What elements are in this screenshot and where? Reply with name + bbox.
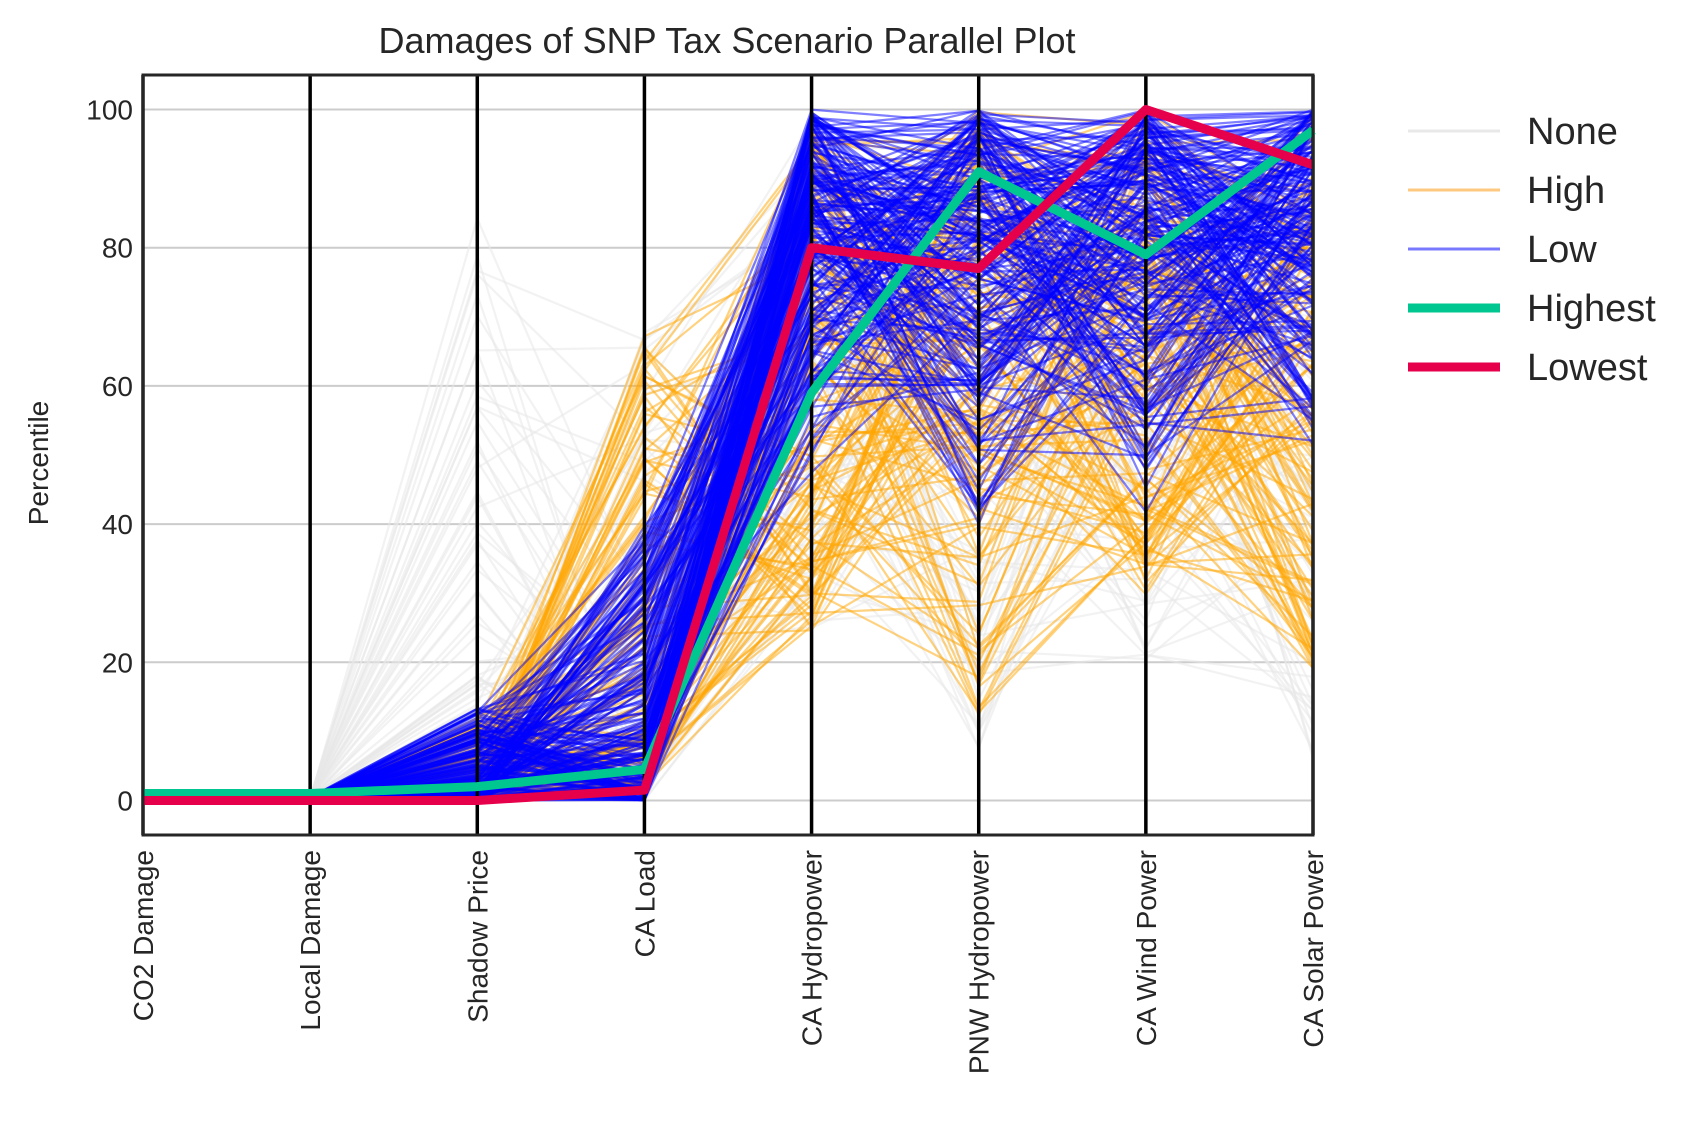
y-tick-label: 20 — [102, 647, 133, 678]
x-tick-label: CA Hydropower — [797, 850, 828, 1046]
y-tick-label: 60 — [102, 371, 133, 402]
y-tick-label: 100 — [86, 95, 133, 126]
highlight-series — [143, 105, 1316, 805]
y-tick-labels: 0 20 40 60 80 100 — [86, 95, 133, 817]
x-tick-label: Local Damage — [295, 850, 326, 1031]
legend-label: Lowest — [1527, 347, 1648, 389]
legend-label: None — [1527, 111, 1618, 153]
y-tick-label: 0 — [117, 785, 133, 816]
y-axis-label: Percentile — [23, 401, 54, 526]
series-highest — [143, 126, 1316, 798]
x-tick-label: CO2 Damage — [128, 850, 159, 1021]
legend: None High Low Highest Lowest — [1408, 111, 1656, 389]
x-tick-labels: CO2 Damage Local Damage Shadow Price CA Loa… — [128, 850, 1329, 1074]
legend-label: Highest — [1527, 288, 1656, 330]
legend-label: High — [1527, 170, 1605, 212]
plot-frame — [141, 73, 1315, 837]
background-lines — [142, 107, 1315, 805]
x-tick-label: Shadow Price — [462, 850, 493, 1023]
y-tick-label: 40 — [102, 509, 133, 540]
x-tick-label: CA Wind Power — [1131, 850, 1162, 1046]
x-tick-label: CA Solar Power — [1298, 850, 1329, 1048]
legend-label: Low — [1527, 229, 1597, 271]
y-tick-label: 80 — [102, 233, 133, 264]
x-tick-label: CA Load — [629, 850, 660, 957]
chart-title: Damages of SNP Tax Scenario Parallel Plo… — [378, 20, 1075, 61]
series-lowest — [143, 105, 1315, 805]
x-tick-label: PNW Hydropower — [964, 850, 995, 1074]
